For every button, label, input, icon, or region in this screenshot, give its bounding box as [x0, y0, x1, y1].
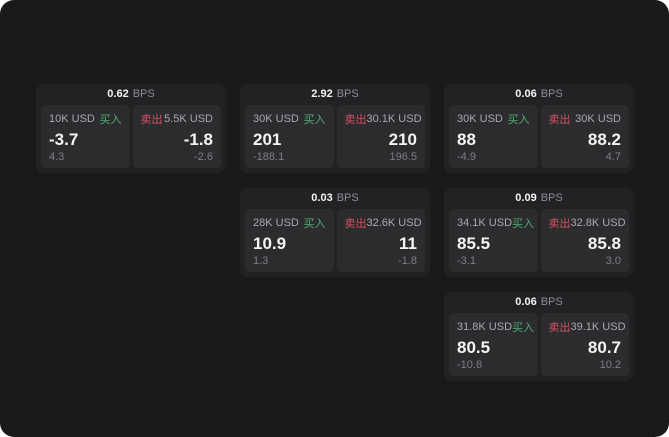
- buy-delta: -4.9: [457, 151, 476, 163]
- sell-size-label: 30.1K USD: [366, 113, 422, 125]
- bps-unit-label: BPS: [336, 88, 359, 100]
- sell-size-label: 39.1K USD: [570, 321, 626, 333]
- card-header: 0.09 BPS: [449, 188, 629, 209]
- sell-tag: 卖出: [140, 114, 163, 126]
- sell-price: 88.2: [587, 129, 621, 149]
- card-header: 0.06 BPS: [449, 292, 629, 313]
- quote-card: 0.03 BPS 28K USD 买入 10.9 1.3 卖出 32.6K USD: [240, 188, 430, 277]
- card-header: 0.06 BPS: [449, 84, 629, 105]
- sell-panel[interactable]: 卖出 5.5K USD -1.8 -2.6: [132, 105, 221, 168]
- buy-delta: -3.1: [457, 255, 476, 267]
- bps-unit-label: BPS: [132, 88, 155, 100]
- sell-panel[interactable]: 卖出 30K USD 88.2 4.7: [540, 105, 629, 168]
- buy-delta: -10.8: [457, 359, 483, 371]
- quote-card: 2.92 BPS 30K USD 买入 201 -188.1 卖出 30.1K U…: [240, 84, 430, 173]
- sell-panel[interactable]: 卖出 32.6K USD 11 -1.8: [336, 209, 425, 272]
- sell-price: 80.7: [587, 337, 621, 357]
- buy-size-label: 28K USD: [253, 217, 299, 229]
- bps-value: 0.06: [515, 88, 537, 100]
- sell-size-label: 32.6K USD: [366, 217, 422, 229]
- sell-tag: 卖出: [548, 218, 571, 230]
- quote-cards-grid: 0.62 BPS 10K USD 买入 -3.7 4.3 卖出 5.5K USD: [36, 84, 634, 381]
- sell-price: 85.8: [587, 233, 621, 253]
- bps-value: 0.09: [515, 192, 537, 204]
- buy-delta: -188.1: [253, 151, 285, 163]
- buy-price: 10.9: [253, 233, 287, 253]
- card-header: 0.62 BPS: [41, 84, 221, 105]
- bps-value: 0.62: [107, 88, 129, 100]
- sell-price: 11: [399, 233, 417, 253]
- buy-tag: 买入: [512, 322, 535, 334]
- bps-value: 2.92: [311, 88, 333, 100]
- buy-panel[interactable]: 30K USD 买入 88 -4.9: [449, 105, 538, 168]
- buy-panel[interactable]: 10K USD 买入 -3.7 4.3: [41, 105, 130, 168]
- buy-tag: 买入: [512, 218, 535, 230]
- buy-panel[interactable]: 31.8K USD 买入 80.5 -10.8: [449, 313, 538, 376]
- sell-tag: 卖出: [344, 218, 367, 230]
- sell-delta: 196.5: [389, 151, 417, 163]
- sell-size-label: 32.8K USD: [570, 217, 626, 229]
- buy-size-label: 10K USD: [49, 113, 95, 125]
- sell-size-label: 5.5K USD: [164, 113, 213, 125]
- quote-panels: 34.1K USD 买入 85.5 -3.1 卖出 32.8K USD 85.8…: [449, 209, 629, 272]
- bps-unit-label: BPS: [540, 192, 563, 204]
- buy-delta: 1.3: [253, 255, 269, 267]
- quote-card: 0.09 BPS 34.1K USD 买入 85.5 -3.1 卖出 32.8K …: [444, 188, 634, 277]
- sell-size-label: 30K USD: [575, 113, 621, 125]
- quote-panels: 10K USD 买入 -3.7 4.3 卖出 5.5K USD -1.8 -2.…: [41, 105, 221, 168]
- sell-delta: 10.2: [599, 359, 621, 371]
- quote-panels: 30K USD 买入 88 -4.9 卖出 30K USD 88.2 4.7: [449, 105, 629, 168]
- buy-size-label: 34.1K USD: [457, 217, 513, 229]
- sell-price: 210: [388, 129, 417, 149]
- card-header: 2.92 BPS: [245, 84, 425, 105]
- buy-tag: 买入: [303, 218, 326, 230]
- quote-panels: 31.8K USD 买入 80.5 -10.8 卖出 39.1K USD 80.…: [449, 313, 629, 376]
- quote-card: 0.06 BPS 30K USD 买入 88 -4.9 卖出 30K USD: [444, 84, 634, 173]
- sell-delta: 4.7: [605, 151, 621, 163]
- buy-tag: 买入: [99, 114, 122, 126]
- buy-price: 201: [253, 129, 282, 149]
- sell-tag: 卖出: [548, 322, 571, 334]
- bps-value: 0.03: [311, 192, 333, 204]
- sell-tag: 卖出: [344, 114, 367, 126]
- bps-value: 0.06: [515, 296, 537, 308]
- buy-panel[interactable]: 34.1K USD 买入 85.5 -3.1: [449, 209, 538, 272]
- buy-panel[interactable]: 28K USD 买入 10.9 1.3: [245, 209, 334, 272]
- buy-tag: 买入: [507, 114, 530, 126]
- sell-panel[interactable]: 卖出 30.1K USD 210 196.5: [336, 105, 425, 168]
- buy-panel[interactable]: 30K USD 买入 201 -188.1: [245, 105, 334, 168]
- quote-card: 0.62 BPS 10K USD 买入 -3.7 4.3 卖出 5.5K USD: [36, 84, 226, 173]
- buy-size-label: 30K USD: [457, 113, 503, 125]
- buy-size-label: 30K USD: [253, 113, 299, 125]
- buy-price: 80.5: [457, 337, 491, 357]
- buy-price: -3.7: [49, 129, 79, 149]
- quote-panels: 30K USD 买入 201 -188.1 卖出 30.1K USD 210 1…: [245, 105, 425, 168]
- bps-unit-label: BPS: [540, 88, 563, 100]
- sell-delta: 3.0: [605, 255, 621, 267]
- sell-tag: 卖出: [548, 114, 571, 126]
- quote-panels: 28K USD 买入 10.9 1.3 卖出 32.6K USD 11 -1.8: [245, 209, 425, 272]
- buy-price: 88: [457, 129, 476, 149]
- sell-delta: -1.8: [398, 255, 417, 267]
- sell-price: -1.8: [183, 129, 213, 149]
- buy-price: 85.5: [457, 233, 491, 253]
- card-header: 0.03 BPS: [245, 188, 425, 209]
- sell-panel[interactable]: 卖出 32.8K USD 85.8 3.0: [540, 209, 629, 272]
- bps-unit-label: BPS: [336, 192, 359, 204]
- buy-delta: 4.3: [49, 151, 65, 163]
- sell-panel[interactable]: 卖出 39.1K USD 80.7 10.2: [540, 313, 629, 376]
- sell-delta: -2.6: [194, 151, 213, 163]
- quote-card: 0.06 BPS 31.8K USD 买入 80.5 -10.8 卖出 39.1K…: [444, 292, 634, 381]
- buy-size-label: 31.8K USD: [457, 321, 513, 333]
- buy-tag: 买入: [303, 114, 326, 126]
- bps-unit-label: BPS: [540, 296, 563, 308]
